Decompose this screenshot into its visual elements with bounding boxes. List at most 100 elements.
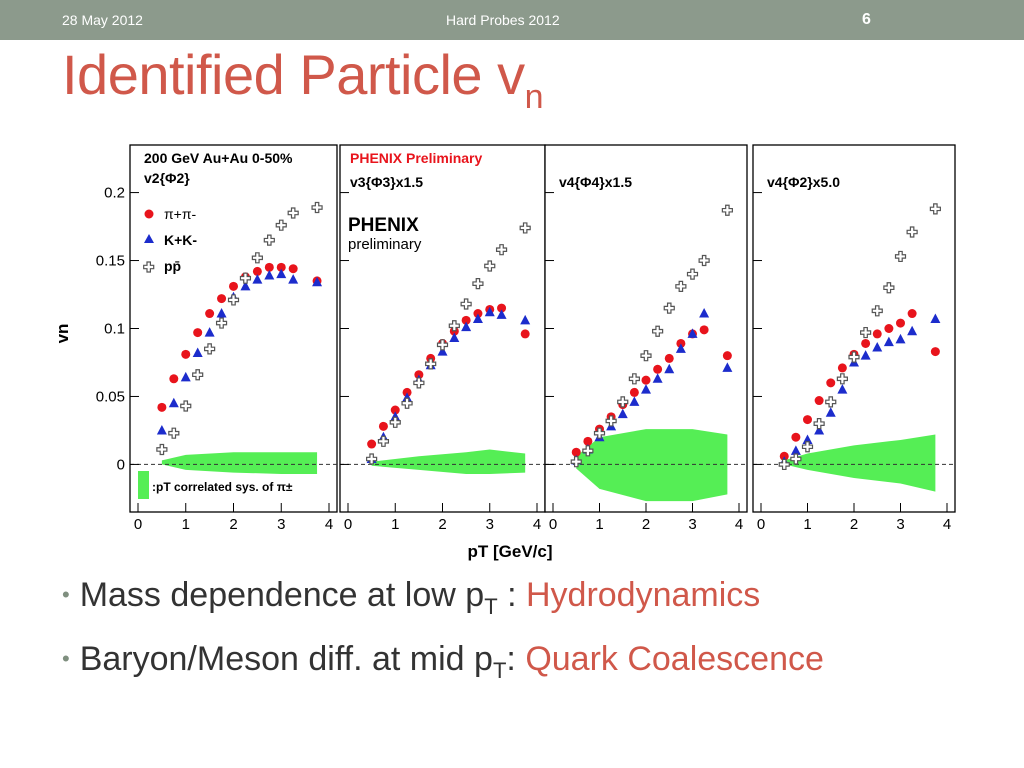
observable-label: v4{Φ4}x1.5 [559, 174, 632, 190]
proton-point [813, 418, 825, 430]
legend-kaon-label: K+K- [164, 232, 197, 248]
kaon-point [802, 434, 813, 444]
x-tick-label: 0 [757, 516, 765, 533]
pion-point [157, 402, 167, 412]
kaon-point [312, 276, 323, 287]
kaon-point [617, 408, 628, 419]
x-tick-label: 4 [325, 516, 333, 533]
x-tick-label: 4 [735, 516, 743, 533]
proton-point [848, 351, 860, 363]
y-tick-label: 0.2 [104, 185, 125, 202]
proton-point [778, 458, 790, 471]
kaon-point [402, 392, 413, 402]
proton-point [436, 339, 449, 351]
bullet-item: • Mass dependence at low pT : Hydrodynami… [62, 576, 824, 620]
phenix-logo-text: PHENIX [348, 215, 419, 236]
pion-point [861, 338, 871, 348]
kaon-point [252, 274, 263, 284]
proton-point [180, 400, 192, 412]
y-tick-label: 0.05 [96, 388, 125, 405]
y-axis-label: vn [53, 324, 72, 344]
kaon-point [907, 325, 918, 336]
pion-point [629, 387, 639, 397]
pion-point [884, 324, 894, 333]
pion-point [497, 303, 507, 313]
pion-point [571, 447, 581, 457]
proton-point [366, 453, 378, 465]
x-tick-label: 3 [277, 516, 285, 533]
slide-header-bar: 28 May 2012 Hard Probes 2012 6 [0, 0, 1024, 40]
proton-point [698, 254, 710, 267]
proton-point [484, 260, 496, 272]
proton-point [825, 396, 837, 408]
pion-point [803, 415, 812, 425]
proton-point [168, 427, 180, 439]
kaon-point [872, 342, 883, 352]
x-tick-label: 2 [642, 516, 650, 533]
proton-point [287, 207, 299, 219]
bullet-highlight: Hydrodynamics [525, 576, 761, 614]
proton-point [663, 302, 675, 314]
kaon-point [790, 445, 801, 455]
kaon-point [240, 280, 251, 291]
proton-point [605, 415, 617, 427]
pion-point [641, 375, 651, 385]
proton-point [570, 456, 582, 468]
proton-point [790, 453, 802, 465]
proton-point [617, 396, 629, 408]
slide-title-subscript: n [524, 78, 544, 116]
systematic-band [576, 429, 728, 502]
bullet-dot-icon: • [62, 645, 70, 671]
systematic-band [161, 452, 318, 474]
proton-point [675, 280, 687, 292]
proton-point [883, 282, 895, 294]
proton-point [389, 416, 401, 428]
legend-proton-label: pp̄ [164, 258, 181, 274]
pion-point [653, 364, 663, 374]
pion-point [229, 281, 238, 291]
legend-pion-label: π+π- [164, 206, 196, 222]
proton-point [227, 294, 240, 306]
kaon-point [276, 268, 287, 279]
kaon-point [520, 314, 531, 325]
pion-point [722, 351, 732, 361]
pion-point [264, 262, 274, 272]
pion-point [826, 378, 836, 388]
kaon-point [180, 371, 191, 382]
proton-point [425, 358, 437, 370]
legend-kaon-marker [144, 234, 154, 243]
conference-name: Hard Probes 2012 [446, 12, 560, 28]
pion-point [288, 264, 298, 274]
proton-point [192, 369, 204, 381]
proton-point [628, 373, 640, 385]
proton-point [239, 272, 252, 284]
kaon-point [883, 336, 894, 347]
kaon-point [814, 424, 825, 435]
pion-point [252, 266, 262, 276]
band-label: :pT correlated sys. of π± [152, 480, 293, 494]
x-tick-label: 0 [134, 516, 142, 533]
kaon-point [472, 313, 483, 323]
x-tick-label: 4 [943, 516, 951, 533]
proton-point [460, 298, 472, 310]
proton-point [215, 317, 228, 329]
kaon-point [484, 306, 495, 317]
proton-point [156, 443, 168, 456]
kaon-point [216, 308, 227, 318]
kaon-point [837, 384, 848, 394]
kaon-point [264, 269, 275, 280]
proton-point [263, 234, 275, 246]
proton-point [593, 427, 606, 439]
proton-point [275, 219, 287, 231]
proton-point [894, 250, 907, 263]
x-tick-label: 3 [486, 516, 494, 533]
proton-point [311, 201, 323, 214]
x-tick-label: 1 [595, 516, 603, 533]
kaon-point [629, 396, 640, 406]
pion-point [181, 349, 191, 359]
page-number: 6 [862, 11, 871, 28]
pion-point [217, 294, 227, 304]
proton-point [204, 343, 216, 355]
pion-point [699, 325, 709, 335]
